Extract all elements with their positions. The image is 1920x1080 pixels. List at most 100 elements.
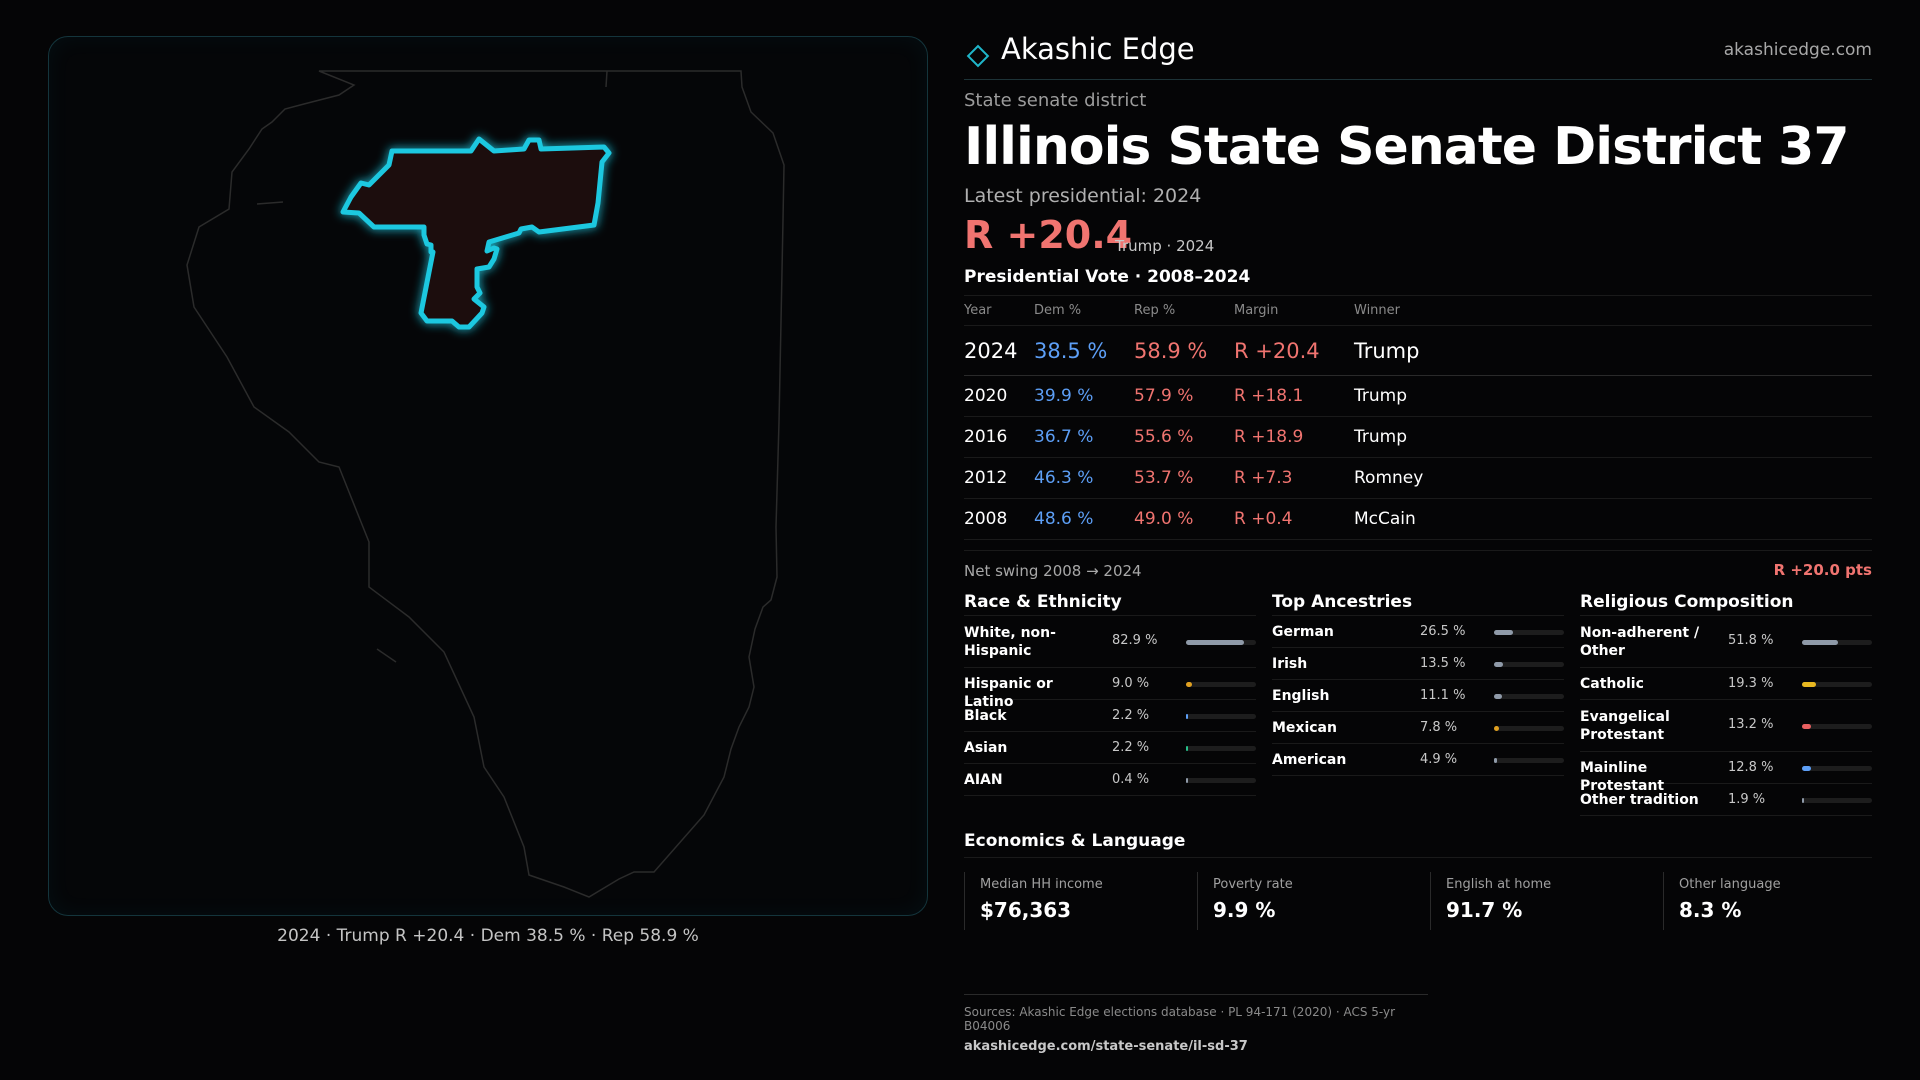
item-label: Evangelical Protestant — [1580, 709, 1670, 743]
table-header-row: Year Dem % Rep % Margin Winner — [964, 295, 1872, 326]
item-value: 4.9 % — [1420, 752, 1458, 767]
district-type: State senate district — [964, 90, 1147, 111]
state-inner-line-north — [605, 70, 608, 88]
list-item: Evangelical Protestant 13.2 % — [1580, 700, 1872, 752]
list-item: Non-adherent / Other 51.8 % — [1580, 616, 1872, 668]
source-url-link[interactable]: akashicedge.com/state-senate/il-sd-37 — [964, 1039, 1248, 1054]
district-map[interactable] — [49, 37, 929, 917]
winner-cell: Trump — [1354, 416, 1872, 458]
race-ethnicity-title: Race & Ethnicity — [964, 588, 1256, 616]
sources-footer: Sources: Akashic Edge elections database… — [964, 994, 1428, 1054]
list-item: AIAN 0.4 % — [964, 764, 1256, 796]
bar-track — [1802, 682, 1872, 687]
bar-fill — [1186, 746, 1188, 751]
headline-margin: R +20.4 — [964, 213, 1133, 257]
item-value: 13.5 % — [1420, 656, 1466, 671]
rep-cell: 58.9 % — [1134, 325, 1234, 376]
year-cell: 2008 — [964, 498, 1034, 540]
item-value: 26.5 % — [1420, 624, 1466, 639]
year-cell: 2012 — [964, 457, 1034, 499]
diamond-logo-icon — [966, 44, 990, 68]
item-value: 2.2 % — [1112, 708, 1150, 723]
table-row: 2012 46.3 % 53.7 % R +7.3 Romney — [964, 457, 1872, 499]
net-swing-label: Net swing 2008 → 2024 — [964, 562, 1142, 580]
year-cell: 2024 — [964, 325, 1034, 376]
bar-track — [1802, 724, 1872, 729]
econ-english-at-home: English at home 91.7 % — [1430, 872, 1650, 930]
list-item: Black 2.2 % — [964, 700, 1256, 732]
col-header-margin: Margin — [1234, 295, 1354, 326]
bar-fill — [1802, 798, 1804, 803]
bar-track — [1494, 694, 1564, 699]
item-label: Asian — [964, 740, 1008, 756]
econ-label: Poverty rate — [1213, 877, 1293, 892]
list-item: Mexican 7.8 % — [1272, 712, 1564, 744]
item-value: 9.0 % — [1112, 676, 1150, 691]
bar-fill — [1802, 724, 1812, 729]
item-value: 82.9 % — [1112, 633, 1158, 648]
bar-track — [1494, 758, 1564, 763]
rep-cell: 49.0 % — [1134, 498, 1234, 540]
econ-value: 91.7 % — [1446, 898, 1523, 922]
table-row: 2020 39.9 % 57.9 % R +18.1 Trump — [964, 375, 1872, 417]
sources-line: Sources: Akashic Edge elections database… — [964, 1005, 1396, 1033]
margin-cell: R +18.9 — [1234, 416, 1354, 458]
bar-fill — [1802, 640, 1839, 645]
dem-cell: 46.3 % — [1034, 457, 1134, 499]
bar-fill — [1186, 778, 1188, 783]
bar-track — [1494, 662, 1564, 667]
bar-track — [1802, 798, 1872, 803]
state-inner-line-west — [256, 201, 284, 205]
economics-row: Median HH income $76,363 Poverty rate 9.… — [964, 872, 1872, 942]
brand-name: Akashic Edge — [1001, 32, 1195, 66]
margin-cell: R +7.3 — [1234, 457, 1354, 499]
econ-value: 9.9 % — [1213, 898, 1276, 922]
map-panel[interactable] — [48, 36, 928, 916]
col-header-year: Year — [964, 295, 1034, 326]
table-row: 2008 48.6 % 49.0 % R +0.4 McCain — [964, 498, 1872, 540]
item-value: 2.2 % — [1112, 740, 1150, 755]
item-value: 51.8 % — [1728, 633, 1774, 648]
bar-track — [1802, 766, 1872, 771]
item-value: 19.3 % — [1728, 676, 1774, 691]
item-value: 7.8 % — [1420, 720, 1458, 735]
econ-label: English at home — [1446, 877, 1552, 892]
list-item: Other tradition 1.9 % — [1580, 784, 1872, 816]
list-item: White, non-Hispanic 82.9 % — [964, 616, 1256, 668]
item-label: Hispanic or Latino — [964, 676, 1053, 710]
list-item: Catholic 19.3 % — [1580, 668, 1872, 700]
bar-track — [1494, 630, 1564, 635]
winner-cell: Romney — [1354, 457, 1872, 499]
list-item: German 26.5 % — [1272, 616, 1564, 648]
bar-track — [1186, 714, 1256, 719]
district-37-shape[interactable] — [340, 136, 612, 330]
bar-fill — [1494, 694, 1502, 699]
bar-fill — [1802, 766, 1811, 771]
latest-presidential-label: Latest presidential: 2024 — [964, 185, 1202, 207]
econ-median-income: Median HH income $76,363 — [964, 872, 1184, 930]
bar-track — [1186, 640, 1256, 645]
map-caption: 2024 · Trump R +20.4 · Dem 38.5 % · Rep … — [277, 926, 699, 946]
bar-fill — [1802, 682, 1816, 687]
col-header-dem: Dem % — [1034, 295, 1134, 326]
econ-other-language: Other language 8.3 % — [1663, 872, 1883, 930]
margin-cell: R +20.4 — [1234, 325, 1354, 376]
winner-cell: McCain — [1354, 498, 1872, 540]
list-item: American 4.9 % — [1272, 744, 1564, 776]
page-title: Illinois State Senate District 37 — [964, 117, 1850, 177]
net-swing-row: Net swing 2008 → 2024 R +20.0 pts — [964, 550, 1872, 584]
bar-track — [1186, 778, 1256, 783]
list-item: Asian 2.2 % — [964, 732, 1256, 764]
presidential-vote-table: Year Dem % Rep % Margin Winner 2024 38.5… — [964, 295, 1872, 540]
econ-label: Other language — [1679, 877, 1781, 892]
year-cell: 2020 — [964, 375, 1034, 417]
table-row: 2016 36.7 % 55.6 % R +18.9 Trump — [964, 416, 1872, 458]
col-header-winner: Winner — [1354, 295, 1872, 326]
brand-header: Akashic Edge akashicedge.com — [964, 32, 1872, 80]
econ-label: Median HH income — [980, 877, 1103, 892]
brand-url[interactable]: akashicedge.com — [1723, 40, 1872, 60]
margin-cell: R +0.4 — [1234, 498, 1354, 540]
list-item: Mainline Protestant 12.8 % — [1580, 752, 1872, 794]
bar-track — [1802, 640, 1872, 645]
item-label: Mexican — [1272, 720, 1337, 736]
